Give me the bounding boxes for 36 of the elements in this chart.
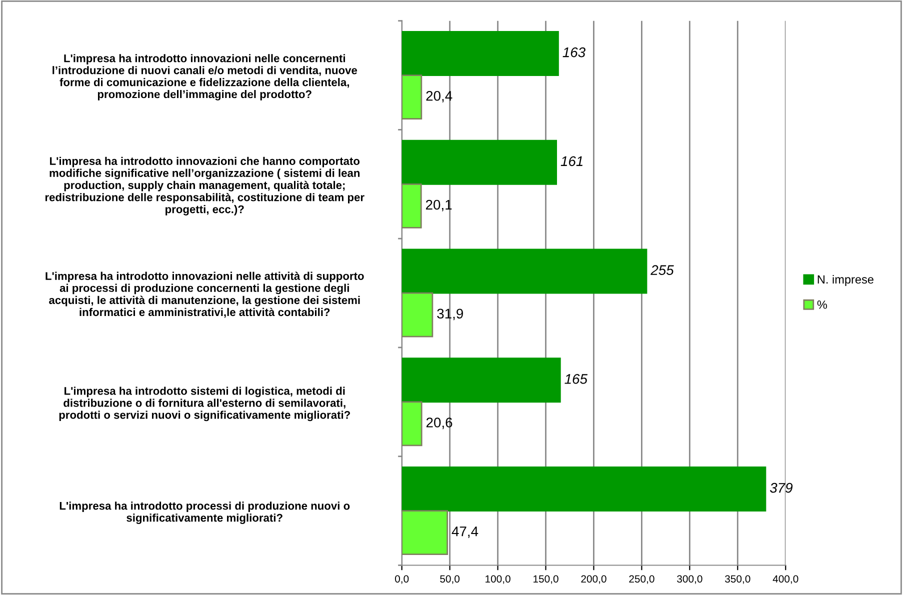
data-label: 20,4 [426,90,452,102]
legend-label: % [817,300,827,309]
data-label: 163 [562,47,586,58]
data-label: 31,9 [437,308,463,320]
y-tick-label: L'impresa ha introdotto innovazioni nelle concernenti l’introduzione di nuovi canali e/o metodi di vendita, nuove forme di comunicazione e fidelizzazione della clientela, promozione dell’immagine del prodotto? [52,54,358,100]
x-tick-label: 250,0 [629,575,654,584]
data-label: 20,1 [426,200,452,212]
bar [402,248,648,294]
y-tick-label: L'impresa ha introdotto innovazioni che hanno comportato modifiche significative nell’organizzazione ( sistemi di lean production, supply chain management, qualità totale; redistribuzione delle responsabilità, costituzione di team per progetti, ecc.)? [45,156,364,216]
y-tick-label: L'impresa ha introdotto innovazioni nelle attività di supporto ai processi di produzione concernenti la gestione degli acquisti, le attività di manutenzione, la gestione dei sistemi informatici e amministrativi,le attività contabili? [46,272,364,318]
data-label: 379 [770,482,793,493]
x-tick-label: 50,0 [440,575,460,584]
data-label: 161 [560,156,582,166]
bar [402,401,422,446]
x-tick-label: 350,0 [725,575,750,584]
bar [402,466,766,512]
y-tick-label: L'impresa ha introdotto processi di produzione nuovi o significativamente migliorati? [60,502,350,524]
x-tick-label: 400,0 [772,575,798,584]
x-tick-label: 100,0 [486,575,510,584]
y-tick-label: L'impresa ha introdotto sistemi di logistica, metodi di distribuzione o di fornitura all'esterno di semilavorati, prodotti o servizi nuovi o significativamente migliorati? [59,386,350,422]
data-label: 20,6 [426,418,452,430]
x-tick-label: 0,0 [395,575,409,584]
bar [402,31,559,76]
bar [402,358,561,403]
bar [402,510,448,556]
data-label: 165 [564,374,588,384]
bar [402,74,422,120]
x-tick-label: 200,0 [581,575,606,584]
x-tick-label: 300,0 [677,575,702,584]
bar [402,292,434,338]
bar [402,140,557,185]
data-label: 47,4 [452,526,478,538]
legend-label: N. imprese [818,274,874,286]
x-tick-label: 150,0 [534,575,558,584]
data-label: 255 [650,265,674,275]
bar [402,183,422,228]
